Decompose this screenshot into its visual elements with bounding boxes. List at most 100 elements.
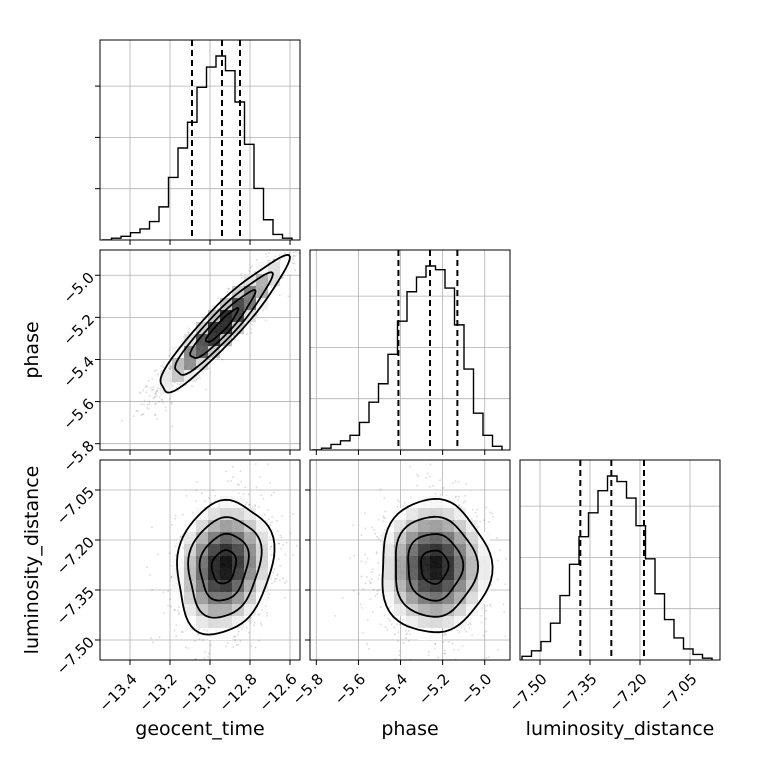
sample-point: [406, 632, 409, 635]
sample-point: [145, 384, 148, 387]
density-cell: [184, 556, 196, 568]
sample-point: [317, 233, 319, 235]
density-cell: [232, 544, 244, 556]
sample-point: [377, 518, 380, 521]
panel-frame: [309, 249, 511, 451]
sample-point: [260, 623, 263, 626]
sample-point: [158, 636, 161, 639]
sample-point: [155, 394, 158, 397]
density-cell: [454, 592, 466, 604]
density-cell: [232, 310, 244, 322]
sample-point: [361, 631, 364, 634]
sample-point: [231, 476, 234, 479]
sample-point: [240, 276, 243, 279]
sample-point: [181, 630, 184, 633]
sample-point: [378, 573, 381, 576]
sample-point: [379, 488, 382, 491]
sample-point: [465, 483, 468, 486]
sample-point: [467, 623, 470, 626]
sample-point: [197, 633, 200, 636]
sample-point: [490, 583, 493, 586]
x-axis-label: geocent_time: [135, 718, 264, 740]
sample-point: [452, 673, 454, 675]
sample-point: [150, 389, 153, 392]
sample-point: [484, 617, 487, 620]
sample-point: [228, 287, 231, 290]
sample-point: [442, 641, 445, 644]
sample-point: [469, 623, 472, 626]
sample-point: [173, 629, 176, 632]
density-cell: [442, 520, 454, 532]
sample-point: [241, 627, 244, 630]
sample-point: [268, 593, 271, 596]
density-cell: [418, 580, 430, 592]
sample-point: [175, 624, 178, 627]
sample-point: [235, 644, 238, 647]
sample-point: [269, 259, 272, 262]
sample-point: [371, 568, 374, 571]
histogram-step: [312, 265, 503, 450]
sample-point: [383, 496, 386, 499]
sample-point: [495, 536, 498, 539]
density-cell: [244, 520, 256, 532]
sample-point: [151, 378, 154, 381]
sample-point: [169, 597, 172, 600]
sample-point: [364, 582, 367, 585]
sample-point: [167, 604, 170, 607]
sample-point: [360, 534, 363, 537]
sample-point: [398, 654, 401, 657]
sample-point: [249, 618, 252, 621]
sample-point: [206, 629, 209, 632]
sample-point: [277, 542, 280, 545]
sample-point: [271, 582, 274, 585]
sample-point: [368, 580, 371, 583]
sample-point: [176, 609, 179, 612]
sample-point: [218, 503, 221, 506]
x-tick-label: −7.20: [606, 670, 651, 715]
sample-point: [253, 624, 256, 627]
sample-point: [291, 513, 294, 516]
sample-point: [423, 671, 425, 673]
sample-point: [165, 409, 168, 412]
density-cell: [256, 520, 268, 532]
density-cell: [244, 592, 256, 604]
sample-point: [408, 465, 411, 468]
sample-point: [475, 508, 478, 511]
sample-point: [250, 331, 253, 334]
sample-point: [403, 501, 406, 504]
sample-point: [462, 501, 465, 504]
sample-point: [374, 532, 377, 535]
sample-point: [282, 543, 285, 546]
sample-point: [266, 463, 269, 466]
density-cell: [442, 544, 454, 556]
sample-point: [374, 595, 377, 598]
sample-point: [274, 578, 277, 581]
sample-point: [489, 605, 492, 608]
panel-frame: [99, 249, 301, 451]
sample-point: [191, 385, 194, 388]
density-cell: [220, 568, 232, 580]
sample-point: [262, 497, 265, 500]
density-cell: [196, 334, 208, 346]
sample-point: [258, 612, 261, 615]
sample-point: [184, 646, 187, 649]
sample-point: [258, 639, 261, 642]
sample-point: [226, 642, 229, 645]
sample-point: [274, 231, 276, 233]
sample-point: [485, 630, 488, 633]
sample-point: [376, 589, 379, 592]
sample-point: [236, 483, 239, 486]
sample-point: [170, 524, 173, 527]
sample-point: [363, 512, 366, 515]
sample-point: [378, 588, 381, 591]
sample-point: [234, 639, 237, 642]
sample-point: [182, 547, 185, 550]
sample-point: [491, 512, 494, 515]
sample-point: [254, 646, 257, 649]
sample-point: [396, 505, 399, 508]
density-cell: [478, 556, 490, 568]
y-tick-label: −7.35: [53, 583, 98, 628]
sample-point: [260, 493, 263, 496]
sample-point: [264, 319, 267, 322]
sample-point: [434, 642, 437, 645]
